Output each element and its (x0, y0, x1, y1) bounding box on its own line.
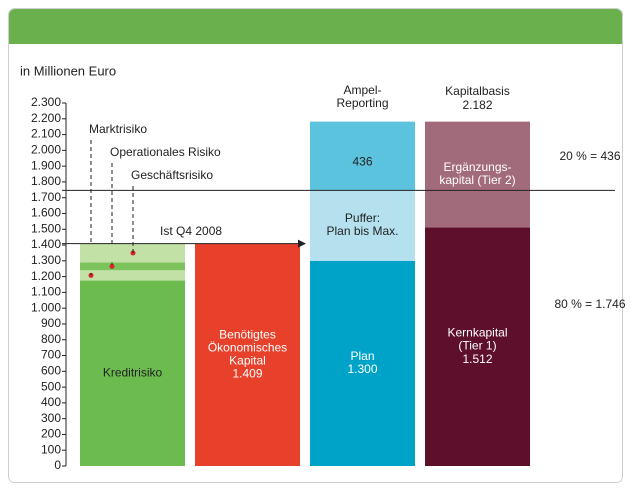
y-tick-label: 200 (41, 427, 61, 441)
y-tick-label: 1.300 (31, 253, 61, 267)
value-label: 1.300 (347, 362, 377, 376)
y-tick-label: 700 (41, 348, 61, 362)
value-label: 1.409 (232, 366, 262, 380)
y-tick-label: 2.200 (31, 111, 61, 125)
y-tick-label: 1.100 (31, 285, 61, 299)
callout-dot (109, 263, 115, 269)
segment-label: Kreditrisiko (103, 365, 163, 379)
bar-segment (80, 262, 185, 271)
segment-label: Kernkapital (Tier 1) (447, 326, 507, 353)
bar-segment (425, 121, 530, 228)
callout-label: Operationales Risiko (110, 145, 221, 159)
y-tick-label: 2.300 (31, 95, 61, 109)
unit-label: in Millionen Euro (20, 63, 116, 78)
bar-segment (80, 280, 185, 466)
y-tick-label: 1.000 (31, 300, 61, 314)
y-tick-label: 2.000 (31, 143, 61, 157)
callout-dot (130, 250, 136, 256)
bar-segment (195, 243, 300, 466)
reference-label: Ist Q4 2008 (160, 224, 222, 238)
bar-segment (310, 121, 415, 191)
bar-segment (310, 260, 415, 466)
column-header: Ampel-Reporting (336, 83, 388, 110)
bar-segment (425, 227, 530, 466)
y-tick-label: 2.100 (31, 127, 61, 141)
annotation: 20 % = 436 (559, 149, 620, 163)
y-tick-label: 300 (41, 411, 61, 425)
y-tick-label: 800 (41, 332, 61, 346)
y-tick-label: 1.200 (31, 269, 61, 283)
callout-label: Geschäftsrisiko (131, 168, 213, 182)
segment-label: Puffer: Plan bis Max. (326, 211, 398, 238)
y-tick-label: 0 (54, 458, 61, 472)
y-tick-label: 1.400 (31, 237, 61, 251)
y-tick-label: 1.600 (31, 206, 61, 220)
y-tick-label: 1.500 (31, 221, 61, 235)
y-tick-label: 600 (41, 363, 61, 377)
y-tick-label: 500 (41, 379, 61, 393)
column-header: Kapitalbasis (445, 84, 510, 98)
y-tick-label: 900 (41, 316, 61, 330)
y-tick-label: 100 (41, 442, 61, 456)
y-tick-label: 1.800 (31, 174, 61, 188)
y-tick-label: 1.700 (31, 190, 61, 204)
value-label: 1.512 (462, 352, 492, 366)
y-tick-label: 1.900 (31, 158, 61, 172)
y-tick-label: 400 (41, 395, 61, 409)
value-label: 436 (352, 155, 372, 169)
column-total: 2.182 (462, 98, 492, 112)
bar-segment (80, 270, 185, 281)
callout-label: Marktrisiko (89, 122, 147, 136)
segment-label: Ergänzungs-kapital (Tier 2) (439, 160, 515, 187)
header-bar (9, 9, 622, 44)
segment-label: Plan (350, 349, 374, 363)
annotation: 80 % = 1.746 (554, 297, 625, 311)
bar-segment (310, 190, 415, 261)
segment-label: Benötigtes Ökonomisches Kapital (208, 327, 287, 367)
